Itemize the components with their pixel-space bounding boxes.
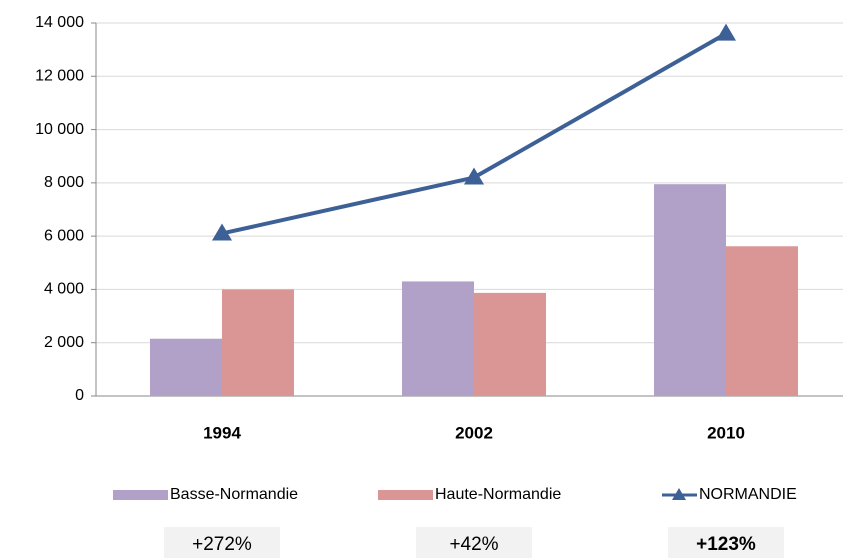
bar bbox=[402, 281, 474, 396]
x-tick-label: 2002 bbox=[455, 423, 493, 442]
bar bbox=[474, 292, 546, 396]
legend-swatch bbox=[113, 490, 168, 500]
x-tick-label: 1994 bbox=[203, 423, 241, 442]
annotation-box bbox=[416, 527, 532, 558]
legend-label: Haute-Normandie bbox=[435, 486, 561, 503]
line bbox=[221, 31, 727, 236]
bar bbox=[150, 338, 222, 396]
y-tick-label: 10 000 bbox=[35, 121, 84, 138]
y-tick-label: 12 000 bbox=[35, 68, 84, 85]
bar bbox=[726, 246, 798, 396]
legend-label: Basse-Normandie bbox=[170, 486, 298, 503]
annotation-box bbox=[164, 527, 280, 558]
y-tick-label: 4 000 bbox=[44, 281, 84, 298]
y-tick-label: 6 000 bbox=[44, 227, 84, 244]
y-tick-label: 8 000 bbox=[44, 174, 84, 191]
legend-swatch bbox=[672, 488, 686, 500]
bar bbox=[222, 289, 294, 396]
legend-swatch bbox=[378, 490, 433, 500]
annotation: +123% bbox=[696, 534, 756, 555]
annotation: +42% bbox=[449, 534, 498, 555]
bar bbox=[654, 184, 726, 396]
line-marker bbox=[716, 23, 736, 41]
annotation: +272% bbox=[192, 534, 252, 555]
y-tick-label: 2 000 bbox=[44, 334, 84, 351]
y-tick-label: 14 000 bbox=[35, 14, 84, 31]
x-tick-label: 2010 bbox=[707, 423, 745, 442]
legend-label: NORMANDIE bbox=[699, 486, 797, 503]
annotation-box bbox=[668, 527, 784, 558]
line-marker bbox=[464, 167, 484, 185]
y-tick-label: 0 bbox=[75, 387, 84, 404]
line-marker bbox=[212, 223, 232, 241]
